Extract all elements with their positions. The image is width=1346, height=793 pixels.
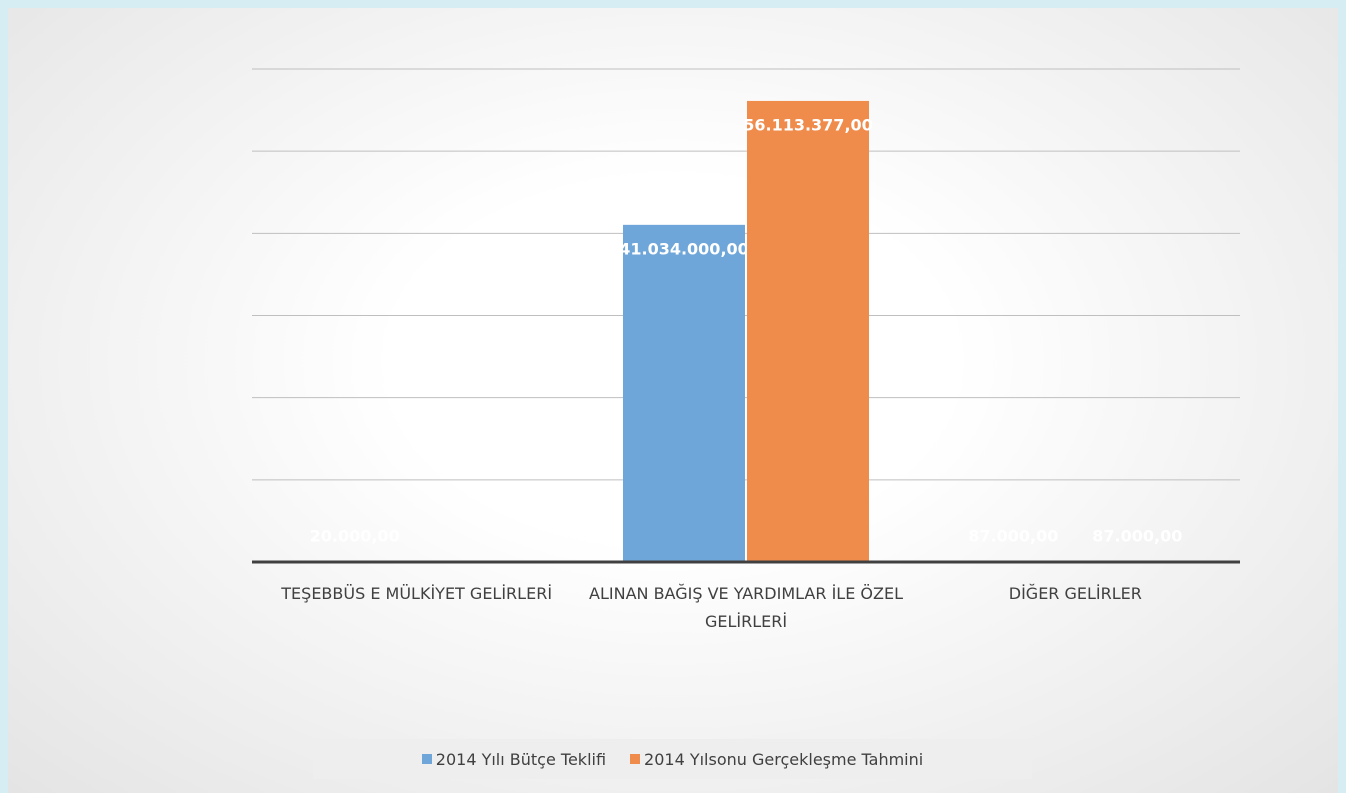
x-tick-label: DİĞER GELİRLER: [1008, 584, 1142, 603]
data-label: 87.000,00: [968, 527, 1058, 546]
legend-label: 2014 Yılsonu Gerçekleşme Tahmini: [644, 749, 924, 769]
bar: [623, 224, 745, 563]
legend: 2014 Yılı Bütçe Teklifi 2014 Yılsonu Gerç…: [313, 739, 1032, 779]
bar: [747, 100, 869, 562]
x-tick-label: ALINAN BAĞIŞ VE YARDIMLAR İLE ÖZEL GELİR…: [589, 584, 903, 631]
data-label: 20.000,00: [310, 527, 400, 546]
legend-swatch: [421, 754, 432, 764]
legend-swatch: [630, 754, 641, 764]
data-label: 41.034.000,00: [619, 239, 749, 258]
legend-item: 2014 Yılı Bütçe Teklifi: [421, 749, 607, 769]
data-label: 87.000,00: [1092, 527, 1182, 546]
x-tick-label: TEŞEBBÜS E MÜLKİYET GELİRLERİ: [281, 584, 553, 603]
data-label: 56.113.377,00: [743, 115, 873, 134]
legend-item: 2014 Yılsonu Gerçekleşme Tahmini: [630, 750, 923, 769]
legend-label: 2014 Yılı Bütçe Teklifi: [435, 749, 607, 769]
